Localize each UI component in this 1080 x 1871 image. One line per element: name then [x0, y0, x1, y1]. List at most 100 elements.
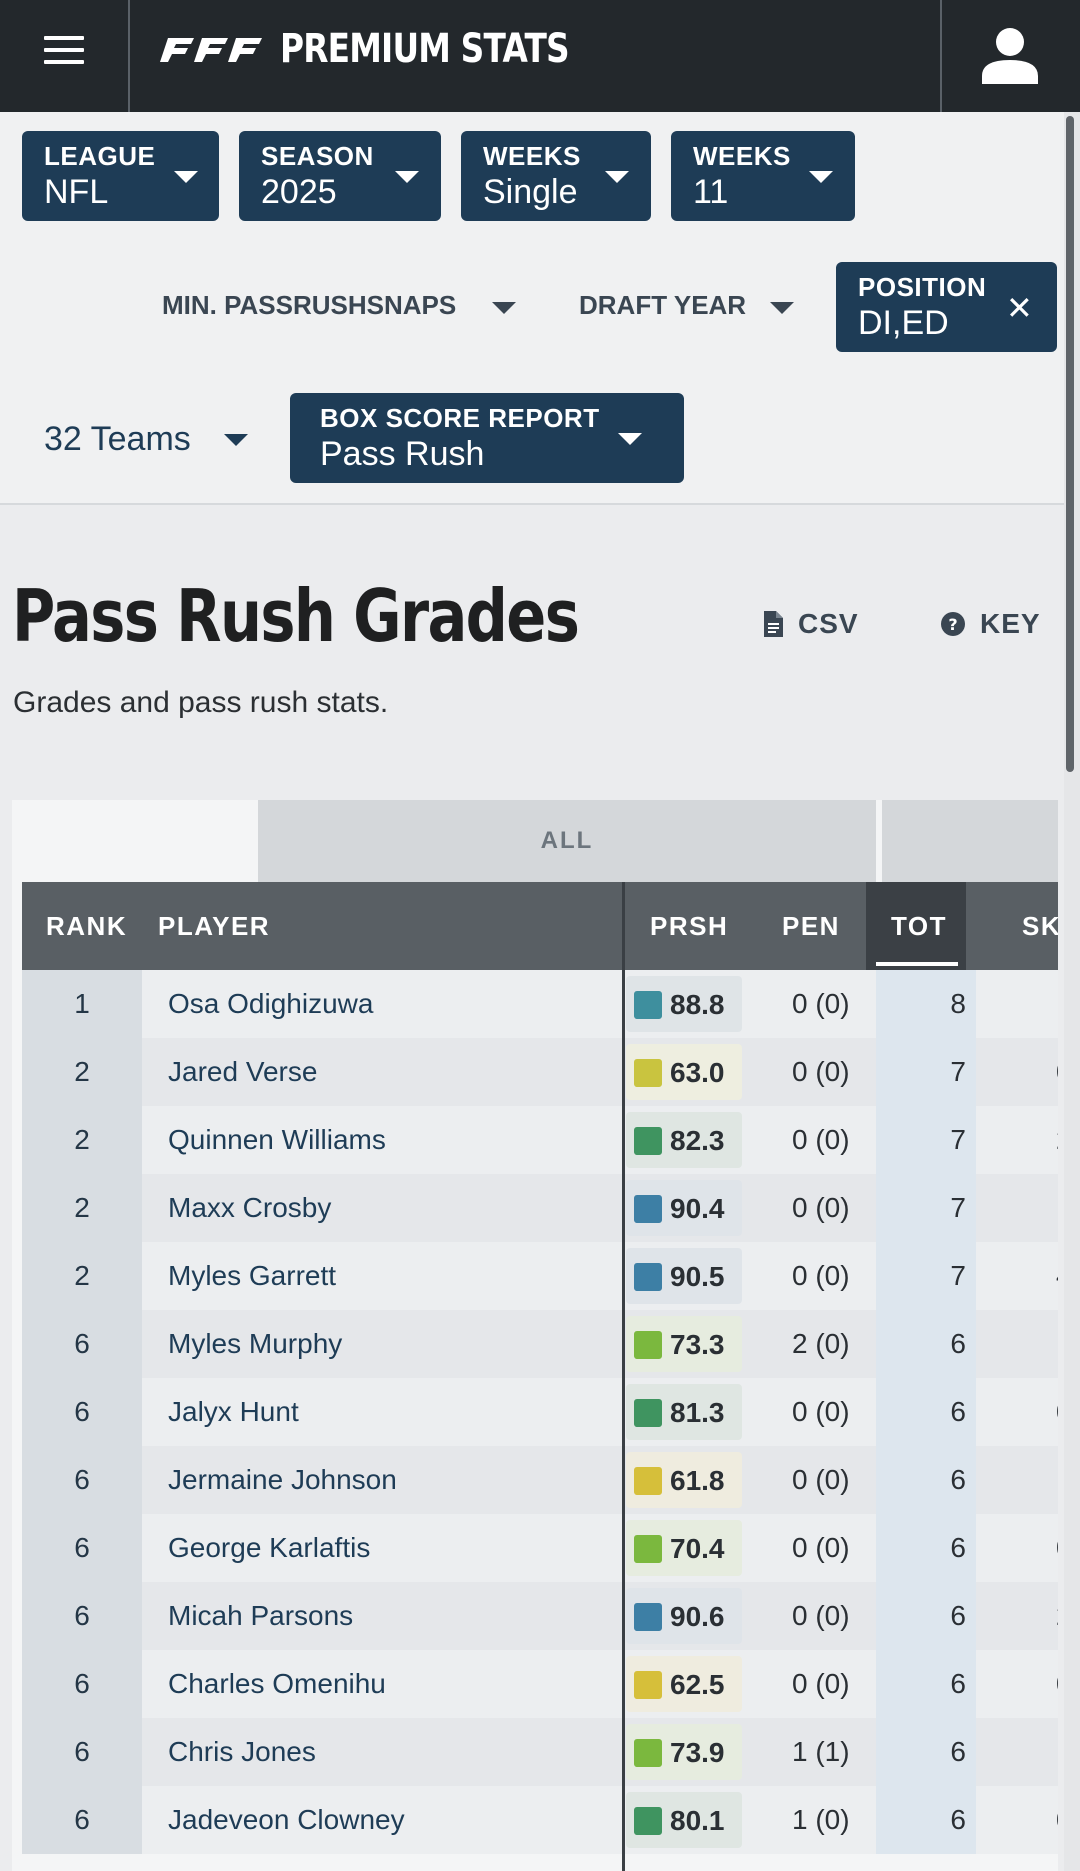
rank-value: 6 [74, 1532, 90, 1563]
user-account-icon[interactable] [978, 26, 1042, 84]
column-header-player[interactable]: PLAYER [158, 911, 271, 941]
league-dropdown[interactable]: LEAGUE NFL [22, 131, 219, 221]
player-name-link[interactable]: Jermaine Johnson [168, 1464, 397, 1495]
tot-cell-bg [876, 1582, 976, 1650]
sk-value: 2 [1056, 1106, 1058, 1174]
column-header-pen[interactable]: PEN [782, 911, 840, 941]
report-value: Pass Rush [320, 435, 485, 473]
rank-value: 6 [74, 1804, 90, 1835]
report-dropdown[interactable]: BOX SCORE REPORT Pass Rush [290, 393, 684, 483]
season-dropdown[interactable]: SEASON 2025 [239, 131, 441, 221]
pen-value: 0 (0) [792, 1056, 850, 1087]
table-row[interactable]: 6 Jadeveon Clowney 80.1 1 (0) 6 0 [22, 1786, 1058, 1854]
player-name-link[interactable]: Quinnen Williams [168, 1124, 386, 1155]
column-header-prsh[interactable]: PRSH [650, 911, 729, 941]
player-name-link[interactable]: Charles Omenihu [168, 1668, 386, 1699]
player-name-link[interactable]: Micah Parsons [168, 1600, 354, 1631]
chevron-down-icon [618, 433, 642, 445]
prsh-grade-cell: 73.9 [626, 1724, 742, 1780]
pen-value: 0 (0) [792, 1600, 850, 1631]
player-name-link[interactable]: Jared Verse [168, 1056, 318, 1087]
pen-value: 1 (1) [792, 1736, 850, 1767]
grade-color-swatch [634, 1467, 662, 1495]
column-header-rank[interactable]: RANK [46, 911, 128, 941]
chevron-down-icon [492, 302, 516, 314]
table-row[interactable]: 6 Jalyx Hunt 81.3 0 (0) 6 0 [22, 1378, 1058, 1446]
sk-value: 2 [1056, 1582, 1058, 1650]
table-row[interactable]: 2 Jared Verse 63.0 0 (0) 7 0 [22, 1038, 1058, 1106]
league-label: LEAGUE [44, 141, 156, 171]
table-row[interactable]: 6 Myles Murphy 73.3 2 (0) 6 1 [22, 1310, 1058, 1378]
weeks-type-dropdown[interactable]: WEEKS Single [461, 131, 651, 221]
csv-label: CSV [798, 608, 859, 639]
scrollbar-thumb[interactable] [1066, 116, 1074, 772]
min-pass-rush-snaps-dropdown[interactable]: MIN. PASSRUSHSNAPS [162, 290, 457, 320]
key-button[interactable]: ? KEY [940, 606, 1041, 642]
position-value: DI,ED [858, 304, 949, 342]
csv-download-button[interactable]: CSV [762, 606, 859, 642]
player-name-link[interactable]: George Karlaftis [168, 1532, 371, 1563]
prsh-grade-value: 80.1 [670, 1805, 725, 1836]
table-row[interactable]: 6 Micah Parsons 90.6 0 (0) 6 2 [22, 1582, 1058, 1650]
top-navigation-bar: PREMIUM STATS [0, 0, 1080, 116]
close-icon[interactable]: ✕ [1006, 290, 1033, 326]
player-name-link[interactable]: Osa Odighizuwa [168, 988, 374, 1019]
teams-dropdown[interactable]: 32 Teams [44, 420, 191, 458]
rank-cell-bg [22, 1310, 142, 1378]
position-filter[interactable]: POSITION DI,ED ✕ [836, 262, 1057, 352]
grade-color-swatch [634, 1331, 662, 1359]
pen-value: 1 (0) [792, 1804, 850, 1835]
prsh-grade-value: 90.5 [670, 1261, 725, 1292]
pen-value: 0 (0) [792, 988, 850, 1019]
tot-cell-bg [876, 1718, 976, 1786]
prsh-grade-value: 90.4 [670, 1193, 725, 1224]
sk-value: 4 [1056, 1242, 1058, 1310]
prsh-grade-cell: 90.6 [626, 1588, 742, 1644]
league-value: NFL [44, 173, 109, 211]
grade-color-swatch [634, 1195, 662, 1223]
table-row[interactable]: 2 Quinnen Williams 82.3 0 (0) 7 2 [22, 1106, 1058, 1174]
grade-color-swatch [634, 1603, 662, 1631]
player-name-link[interactable]: Myles Garrett [168, 1260, 337, 1291]
rank-cell-bg [22, 1378, 142, 1446]
tot-cell-bg [876, 1514, 976, 1582]
chevron-down-icon [174, 171, 198, 183]
weeks-label: WEEKS [693, 141, 791, 171]
sk-value: 1 [1056, 1174, 1058, 1242]
table-row[interactable]: 2 Myles Garrett 90.5 0 (0) 7 4 [22, 1242, 1058, 1310]
player-name-link[interactable]: Maxx Crosby [168, 1192, 332, 1223]
table-row[interactable]: 6 Charles Omenihu 62.5 0 (0) 6 0 [22, 1650, 1058, 1718]
rank-value: 6 [74, 1328, 90, 1359]
rank-value: 6 [74, 1668, 90, 1699]
weeks-dropdown[interactable]: WEEKS 11 [671, 131, 855, 221]
prsh-grade-value: 73.3 [670, 1329, 725, 1360]
rank-value: 2 [74, 1260, 90, 1291]
player-name-link[interactable]: Jadeveon Clowney [168, 1804, 405, 1835]
column-header-tot[interactable]: TOT [891, 911, 948, 941]
chevron-down-icon [605, 171, 629, 183]
tot-cell-bg [876, 1242, 976, 1310]
player-name-link[interactable]: Chris Jones [168, 1736, 316, 1767]
column-header-sk[interactable]: SK [1022, 911, 1058, 941]
season-label: SEASON [261, 141, 374, 171]
table-row[interactable]: 6 Chris Jones 73.9 1 (1) 6 1 [22, 1718, 1058, 1786]
table-row[interactable]: 1 Osa Odighizuwa 88.8 0 (0) 8 1 [22, 970, 1058, 1038]
player-name-link[interactable]: Jalyx Hunt [168, 1396, 299, 1427]
player-name-link[interactable]: Myles Murphy [168, 1328, 343, 1359]
tot-value: 6 [950, 1600, 966, 1631]
prsh-grade-value: 61.8 [670, 1465, 725, 1496]
tot-value: 6 [950, 1804, 966, 1835]
rank-cell-bg [22, 1718, 142, 1786]
hamburger-menu-icon[interactable] [44, 34, 86, 64]
rank-value: 2 [74, 1056, 90, 1087]
sk-value: 1 [1056, 970, 1058, 1038]
table-row[interactable]: 6 George Karlaftis 70.4 0 (0) 6 0 [22, 1514, 1058, 1582]
draft-year-dropdown[interactable]: DRAFT YEAR [579, 290, 747, 320]
sort-indicator [876, 962, 958, 966]
frozen-column-divider [622, 882, 625, 1871]
table-row[interactable]: 2 Maxx Crosby 90.4 0 (0) 7 1 [22, 1174, 1058, 1242]
rank-cell-bg [22, 1786, 142, 1854]
tot-value: 6 [950, 1668, 966, 1699]
pff-logo[interactable] [160, 34, 262, 64]
table-row[interactable]: 6 Jermaine Johnson 61.8 0 (0) 6 1 [22, 1446, 1058, 1514]
